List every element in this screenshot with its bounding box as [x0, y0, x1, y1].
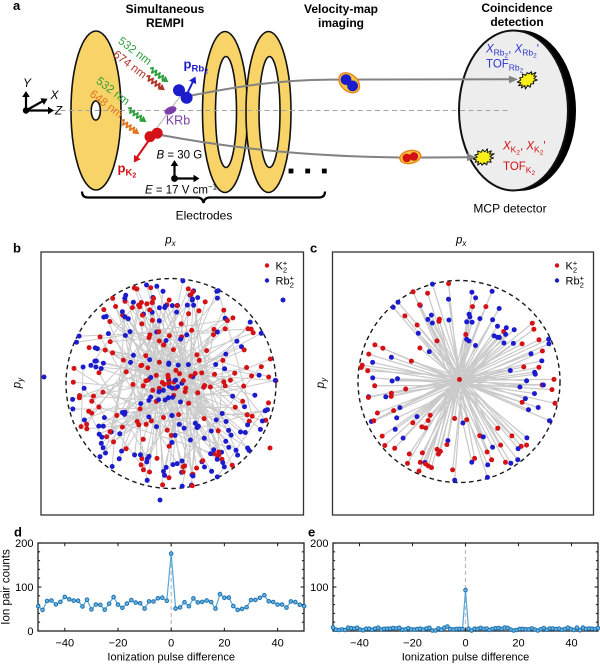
- svg-text:Simultaneous: Simultaneous: [126, 2, 205, 16]
- svg-text:40: 40: [565, 638, 577, 650]
- svg-text:−20: −20: [403, 638, 422, 650]
- svg-text:K2+: K2+: [276, 259, 288, 275]
- svg-text:200: 200: [15, 538, 33, 550]
- svg-text:Electrodes: Electrodes: [176, 209, 233, 223]
- svg-text:K2+: K2+: [566, 259, 578, 275]
- svg-text:imaging: imaging: [318, 16, 364, 30]
- svg-text:XK2, XK2': XK2, XK2': [502, 141, 546, 157]
- svg-text:200: 200: [310, 538, 328, 550]
- svg-text:Coincidence: Coincidence: [481, 1, 553, 15]
- svg-text:XRb2, XRb2': XRb2, XRb2': [485, 44, 539, 60]
- svg-text:Z: Z: [54, 104, 63, 118]
- svg-text:Rb2+: Rb2+: [566, 274, 585, 290]
- svg-text:REMPI: REMPI: [146, 16, 184, 30]
- svg-text:100: 100: [310, 582, 328, 594]
- svg-text:Ionization pulse difference: Ionization pulse difference: [107, 652, 235, 664]
- svg-text:Ion pair counts: Ion pair counts: [1, 549, 13, 625]
- svg-text:−40: −40: [55, 638, 74, 650]
- svg-text:Ionization pulse difference: Ionization pulse difference: [402, 652, 530, 664]
- svg-text:20: 20: [218, 638, 230, 650]
- svg-text:100: 100: [15, 582, 33, 594]
- svg-text:e: e: [308, 525, 315, 540]
- svg-text:E = 17 V cm−1: E = 17 V cm−1: [145, 183, 218, 197]
- svg-text:−40: −40: [350, 638, 369, 650]
- svg-text:0: 0: [462, 638, 468, 650]
- svg-text:0: 0: [27, 626, 33, 638]
- svg-text:detection: detection: [490, 15, 543, 29]
- svg-text:MCP detector: MCP detector: [473, 202, 546, 216]
- svg-text:b: b: [13, 241, 21, 256]
- svg-text:a: a: [13, 0, 21, 13]
- svg-text:B = 30 G: B = 30 G: [157, 150, 203, 162]
- svg-text:20: 20: [512, 638, 524, 650]
- svg-text:KRb: KRb: [166, 114, 190, 128]
- svg-text:Rb2+: Rb2+: [276, 274, 295, 290]
- svg-text:c: c: [310, 241, 317, 256]
- svg-text:Velocity-map: Velocity-map: [304, 2, 378, 16]
- svg-text:X: X: [49, 88, 59, 102]
- svg-text:40: 40: [271, 638, 283, 650]
- svg-text:0: 0: [168, 638, 174, 650]
- svg-text:Y: Y: [23, 76, 32, 90]
- svg-text:d: d: [14, 525, 22, 540]
- svg-text:−20: −20: [109, 638, 128, 650]
